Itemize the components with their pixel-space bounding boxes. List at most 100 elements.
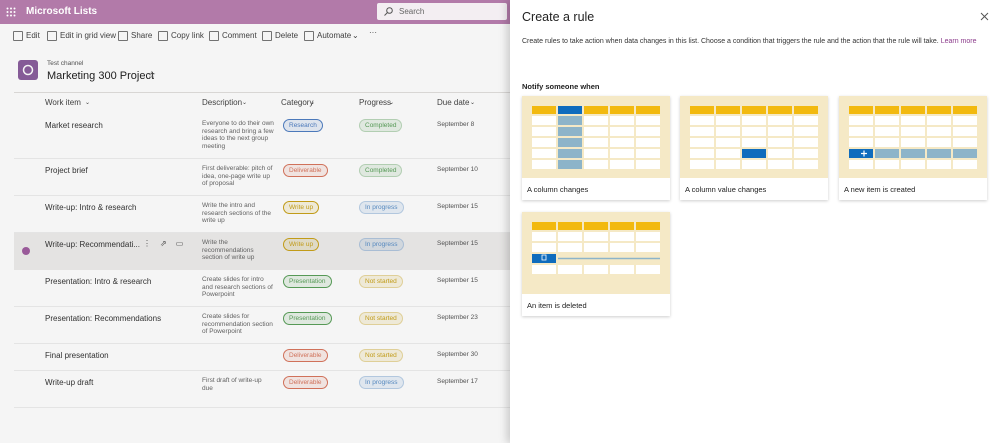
progress-pill: Not started [359,312,403,325]
cell [636,149,660,158]
option-card[interactable]: A column value changes [680,96,828,200]
option-card[interactable]: An item is deleted [522,212,670,316]
header-cell [794,106,818,114]
cell [636,243,660,252]
sort-chevron: ⌄ [85,100,91,106]
cell [584,265,608,274]
row-divider [14,343,510,344]
cell [794,149,818,158]
cell [768,127,792,136]
close-button[interactable] [980,12,989,21]
category-pill: Deliverable [283,376,328,389]
header-cell [901,106,925,114]
row-check [22,247,30,255]
search-box[interactable]: Search [377,3,507,20]
cell [690,127,714,136]
list-icon-glyph [22,64,34,76]
cell [927,149,951,158]
more-commands[interactable]: ··· [369,28,377,37]
cell [794,127,818,136]
cell [610,232,634,241]
header-cell [584,106,608,114]
command[interactable]: Automate [317,31,352,40]
work-item[interactable]: Final presentation [45,351,109,360]
sort-chevron: ⌄ [310,100,316,106]
work-item[interactable]: Write-up draft [45,378,94,387]
cell [584,138,608,147]
due-date: September 10 [437,166,478,173]
app-launcher[interactable] [6,7,16,17]
cell [716,116,740,125]
description: Create slides for recommendation section… [202,313,273,336]
cell [558,232,582,241]
row-actions[interactable]: ⋮⇗▭ [143,239,193,248]
due-date: September 30 [437,351,478,358]
cell [532,116,556,125]
column-header[interactable]: Due date [437,98,470,107]
description: Everyone to do their own research and br… [202,120,274,150]
cell [584,116,608,125]
description: Write the intro and research sections of… [202,202,272,225]
command-icon[interactable] [47,31,57,41]
cell [768,160,792,169]
column-header[interactable]: Description [202,98,243,107]
cell [742,138,766,147]
cell [558,138,582,147]
panel-description: Create rules to take action when data ch… [522,37,984,47]
work-item[interactable]: Presentation: Intro & research [45,277,152,286]
favorite-star[interactable]: ☆ [147,70,156,81]
command-icon[interactable] [13,31,23,41]
command-icon[interactable] [304,31,314,41]
option-card[interactable]: A column changes [522,96,670,200]
cell [610,160,634,169]
header-cell [584,222,608,230]
column-header[interactable]: Progress [359,98,392,107]
column-header[interactable]: Work item [45,98,81,107]
cell [636,265,660,274]
work-item[interactable]: Project brief [45,166,88,175]
command[interactable]: Comment [222,31,257,40]
work-item[interactable]: Market research [45,121,103,130]
header-divider [14,92,510,93]
cell [768,149,792,158]
work-item[interactable]: Write-up: Intro & research [45,203,137,212]
learn-more-link[interactable]: Learn more [940,38,977,45]
work-item[interactable]: Write-up: Recommendati... [45,240,140,249]
cell [584,243,608,252]
column-header[interactable]: Category [281,98,314,107]
command[interactable]: Edit in grid view [60,31,117,40]
command[interactable]: Delete [275,31,299,40]
header-cell [610,222,634,230]
cell [768,138,792,147]
card-illustration [839,96,987,178]
command-icon[interactable] [158,31,168,41]
option-card[interactable]: A new item is created [839,96,987,200]
command-icon[interactable] [262,31,272,41]
cell [532,160,556,169]
panel-title: Create a rule [522,10,595,24]
progress-pill: Not started [359,275,403,288]
cell [716,127,740,136]
header-cell [875,106,899,114]
command[interactable]: Edit [26,31,40,40]
cell [794,116,818,125]
due-date: September 15 [437,277,478,284]
cell [953,116,977,125]
header-cell [742,106,766,114]
cell [742,149,766,158]
section-heading: Notify someone when [522,82,600,91]
command[interactable]: Share [131,31,153,40]
cell [716,138,740,147]
top-bar: Microsoft Lists Search [0,0,510,24]
cell [690,138,714,147]
card-illustration [522,96,670,178]
cell [716,149,740,158]
work-item[interactable]: Presentation: Recommendations [45,314,162,323]
command[interactable]: Copy link [171,31,204,40]
command-icon[interactable] [118,31,128,41]
command-icon[interactable] [209,31,219,41]
cell [927,127,951,136]
cell [636,127,660,136]
card-illustration [522,212,670,294]
